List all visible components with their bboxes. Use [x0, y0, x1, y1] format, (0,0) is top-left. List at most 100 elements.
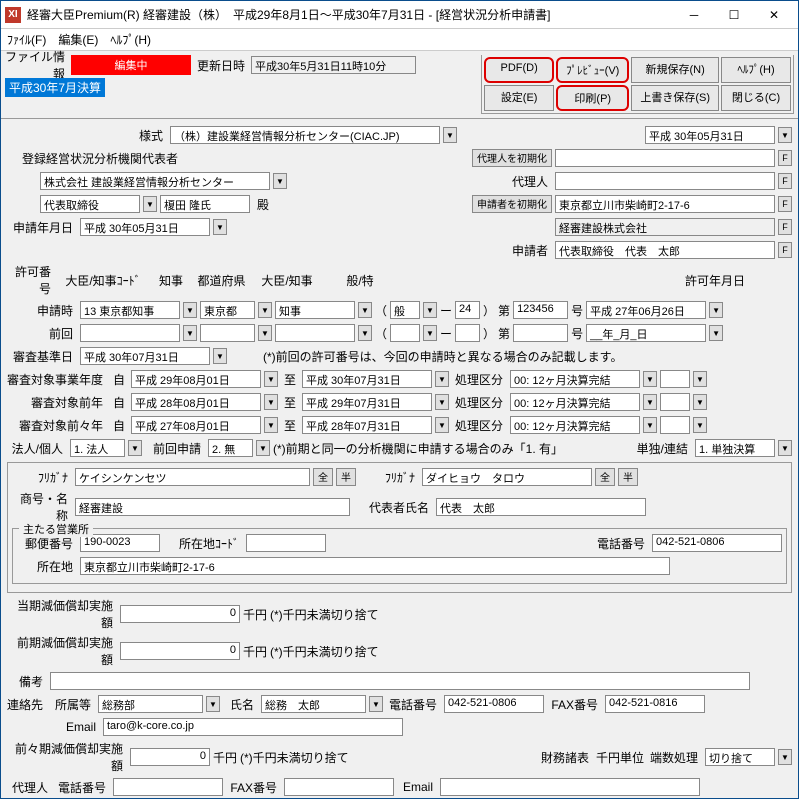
dropdown-icon[interactable]: ▼: [213, 348, 227, 364]
dropdown-icon[interactable]: ▼: [256, 440, 270, 456]
dropdown-icon[interactable]: ▼: [258, 302, 272, 318]
dropdown-icon[interactable]: ▼: [778, 127, 792, 143]
menu-help[interactable]: ﾍﾙﾌﾟ(H): [110, 31, 151, 48]
dropdown-icon[interactable]: ▼: [264, 417, 278, 433]
maximize-button[interactable]: ☐: [714, 4, 754, 26]
prev-han[interactable]: [390, 324, 420, 342]
dropdown-icon[interactable]: ▼: [264, 394, 278, 410]
company-select[interactable]: 株式会社 建設業経営情報分析センター: [40, 172, 270, 190]
fax-val[interactable]: 042-521-0816: [605, 695, 705, 713]
dropdown-icon[interactable]: ▼: [435, 371, 449, 387]
dropdown-icon[interactable]: ▼: [143, 196, 157, 212]
close-doc-button[interactable]: 閉じる(C): [721, 85, 791, 111]
proc-extra3[interactable]: [660, 416, 690, 434]
dropdown-icon[interactable]: ▼: [643, 394, 657, 410]
proc-val2[interactable]: 00: 12ヶ月決算完結: [510, 393, 640, 411]
zen-button[interactable]: 全: [313, 468, 333, 486]
f-button[interactable]: F: [778, 242, 792, 258]
p2y-to[interactable]: 平成 28年07月31日: [302, 416, 432, 434]
dropdown-icon[interactable]: ▼: [709, 325, 723, 341]
agent-init-button[interactable]: 代理人を初期化: [472, 149, 552, 167]
dropdown-icon[interactable]: ▼: [435, 417, 449, 433]
settings-button[interactable]: 設定(E): [484, 85, 554, 111]
tel3-val[interactable]: [113, 778, 223, 796]
dropdown-icon[interactable]: ▼: [369, 696, 383, 712]
dropdown-icon[interactable]: ▼: [358, 302, 372, 318]
name-val[interactable]: 経審建設: [75, 498, 350, 516]
new-save-button[interactable]: 新規保存(N): [631, 57, 719, 83]
p2y-from[interactable]: 平成 27年08月01日: [131, 416, 261, 434]
han-button2[interactable]: 半: [618, 468, 638, 486]
dropdown-icon[interactable]: ▼: [423, 325, 437, 341]
han-select[interactable]: 般: [390, 301, 420, 319]
apply-code[interactable]: 13 東京都知事: [80, 301, 180, 319]
name2-val[interactable]: 総務 太郎: [261, 695, 366, 713]
menu-file[interactable]: ﾌｧｲﾙ(F): [7, 31, 46, 48]
dropdown-icon[interactable]: ▼: [643, 371, 657, 387]
dep2-val[interactable]: 0: [120, 642, 240, 660]
rep-name[interactable]: 榎田 隆氏: [160, 195, 250, 213]
chiji-select[interactable]: 知事: [275, 301, 355, 319]
style-select[interactable]: （株）建設業経営情報分析センター(CIAC.JP): [170, 126, 440, 144]
email2-val[interactable]: [440, 778, 700, 796]
dropdown-icon[interactable]: ▼: [273, 173, 287, 189]
tel-val[interactable]: 042-521-0806: [652, 534, 782, 552]
num24[interactable]: 24: [455, 301, 480, 319]
f-button[interactable]: F: [778, 219, 792, 235]
applicant-init-button[interactable]: 申請者を初期化: [472, 195, 552, 213]
dropdown-icon[interactable]: ▼: [643, 417, 657, 433]
note-field[interactable]: [50, 672, 750, 690]
email-val[interactable]: taro@k-core.co.jp: [103, 718, 403, 736]
permit-num[interactable]: 123456: [513, 301, 568, 319]
top-date[interactable]: 平成 30年05月31日: [645, 126, 775, 144]
addr-code[interactable]: [246, 534, 326, 552]
round-select[interactable]: 切り捨て: [705, 748, 775, 766]
permit-date[interactable]: 平成 27年06月26日: [586, 301, 706, 319]
print-button[interactable]: 印刷(P): [556, 85, 629, 111]
dropdown-icon[interactable]: ▼: [423, 302, 437, 318]
dep1-val[interactable]: 0: [120, 605, 240, 623]
applicant-addr[interactable]: 東京都立川市柴崎町2-17-6: [555, 195, 775, 213]
rep-title-select[interactable]: 代表取締役: [40, 195, 140, 213]
prev-pref[interactable]: [200, 324, 255, 342]
proc-extra2[interactable]: [660, 393, 690, 411]
furigana1[interactable]: ケイシンケンセツ: [75, 468, 310, 486]
dropdown-icon[interactable]: ▼: [264, 371, 278, 387]
py-from[interactable]: 平成 28年08月01日: [131, 393, 261, 411]
dropdown-icon[interactable]: ▼: [206, 696, 220, 712]
dropdown-icon[interactable]: ▼: [778, 749, 792, 765]
dropdown-icon[interactable]: ▼: [693, 417, 707, 433]
tokyo-select[interactable]: 東京都: [200, 301, 255, 319]
dropdown-icon[interactable]: ▼: [443, 127, 457, 143]
minimize-button[interactable]: ─: [674, 4, 714, 26]
dropdown-icon[interactable]: ▼: [183, 302, 197, 318]
single-select[interactable]: 1. 単独決算: [695, 439, 775, 457]
proc-val[interactable]: 00: 12ヶ月決算完結: [510, 370, 640, 388]
prev-code[interactable]: [80, 324, 180, 342]
prev-date[interactable]: __年_月_日: [586, 324, 706, 342]
help-button[interactable]: ﾍﾙﾌﾟ(H): [721, 57, 791, 83]
pdf-button[interactable]: PDF(D): [484, 57, 554, 83]
dropdown-icon[interactable]: ▼: [693, 394, 707, 410]
close-button[interactable]: ✕: [754, 4, 794, 26]
han-button[interactable]: 半: [336, 468, 356, 486]
py-to[interactable]: 平成 29年07月31日: [302, 393, 432, 411]
fy-from[interactable]: 平成 29年08月01日: [131, 370, 261, 388]
review-date[interactable]: 平成 30年07月31日: [80, 347, 210, 365]
apply-date[interactable]: 平成 30年05月31日: [80, 218, 210, 236]
f-button[interactable]: F: [778, 196, 792, 212]
dropdown-icon[interactable]: ▼: [693, 371, 707, 387]
dropdown-icon[interactable]: ▼: [183, 325, 197, 341]
furigana2[interactable]: ダイヒョウ タロウ: [422, 468, 592, 486]
proc-val3[interactable]: 00: 12ヶ月決算完結: [510, 416, 640, 434]
f-button[interactable]: F: [778, 173, 792, 189]
dropdown-icon[interactable]: ▼: [128, 440, 142, 456]
applicant-rep[interactable]: 代表取締役 代表 太郎: [555, 241, 775, 259]
overwrite-button[interactable]: 上書き保存(S): [631, 85, 719, 111]
prev-gov[interactable]: [275, 324, 355, 342]
corp-select[interactable]: 1. 法人: [70, 439, 125, 457]
fax2-val[interactable]: [284, 778, 394, 796]
prev-apply-select[interactable]: 2. 無: [208, 439, 253, 457]
agent-field[interactable]: [555, 149, 775, 167]
prev-dep-val[interactable]: 0: [130, 748, 210, 766]
